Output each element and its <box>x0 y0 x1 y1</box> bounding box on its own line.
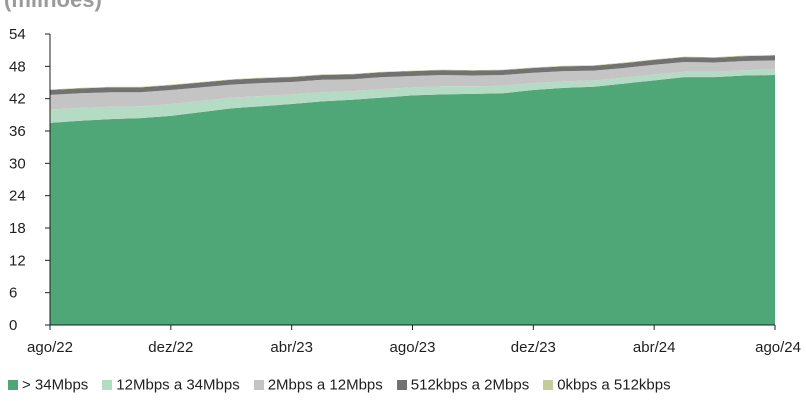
legend-swatch <box>102 380 113 391</box>
x-tick-label: abr/23 <box>270 339 313 356</box>
legend-item-512kbps-a-2mbps: 512kbps a 2Mbps <box>396 376 530 394</box>
chart-title: (milhões) <box>4 0 102 13</box>
x-tick-label: ago/22 <box>27 339 73 356</box>
legend-item-0kbps-a-512kbps: 0kbps a 512kbps <box>543 376 671 394</box>
legend-label: 0kbps a 512kbps <box>557 376 671 394</box>
legend-label: 12Mbps a 34Mbps <box>116 376 240 394</box>
legend-swatch <box>543 380 554 391</box>
legend-item-34mbps: > 34Mbps <box>8 376 88 394</box>
legend-swatch <box>8 380 18 391</box>
legend-label: > 34Mbps <box>22 376 89 394</box>
legend-item-2mbps-a-12mbps: 2Mbps a 12Mbps <box>253 376 383 394</box>
area-series-34mbps <box>50 74 775 326</box>
y-tick-label: 0 <box>9 317 17 334</box>
y-tick-label: 12 <box>9 252 26 269</box>
y-tick-label: 24 <box>9 188 26 205</box>
legend-label: 512kbps a 2Mbps <box>410 376 530 394</box>
y-tick-label: 30 <box>9 155 26 172</box>
x-tick-label: dez/23 <box>511 339 556 356</box>
y-tick-label: 18 <box>9 220 26 237</box>
x-axis-ticks: ago/22 dez/22 abr/23 ago/23 dez/23 abr/24 ago/… <box>27 325 801 356</box>
x-tick-label: ago/23 <box>390 339 436 356</box>
y-axis-ticks: 0 6 12 18 24 30 36 42 48 54 <box>9 26 50 334</box>
area-series-2mbps-a-12mbps <box>50 60 775 110</box>
series-areas <box>50 55 775 326</box>
legend-swatch <box>253 380 264 391</box>
x-tick-label: ago/24 <box>755 339 801 356</box>
y-tick-label: 48 <box>9 58 26 75</box>
legend-label: 2Mbps a 12Mbps <box>267 376 383 394</box>
y-tick-label: 6 <box>9 285 17 302</box>
area-series-12mbps-a-34mbps <box>50 69 775 123</box>
chart-legend: > 34Mbps 12Mbps a 34Mbps 2Mbps a 12Mbps 512… <box>8 376 806 398</box>
y-tick-label: 54 <box>9 26 26 43</box>
area-series-512kbps-a-2mbps <box>50 55 775 95</box>
x-tick-label: abr/24 <box>633 339 676 356</box>
y-tick-label: 42 <box>9 91 26 108</box>
legend-item-12mbps-a-34mbps: 12Mbps a 34Mbps <box>102 376 240 394</box>
x-tick-label: dez/22 <box>148 339 193 356</box>
legend-swatch <box>396 380 407 391</box>
y-tick-label: 36 <box>9 123 26 140</box>
